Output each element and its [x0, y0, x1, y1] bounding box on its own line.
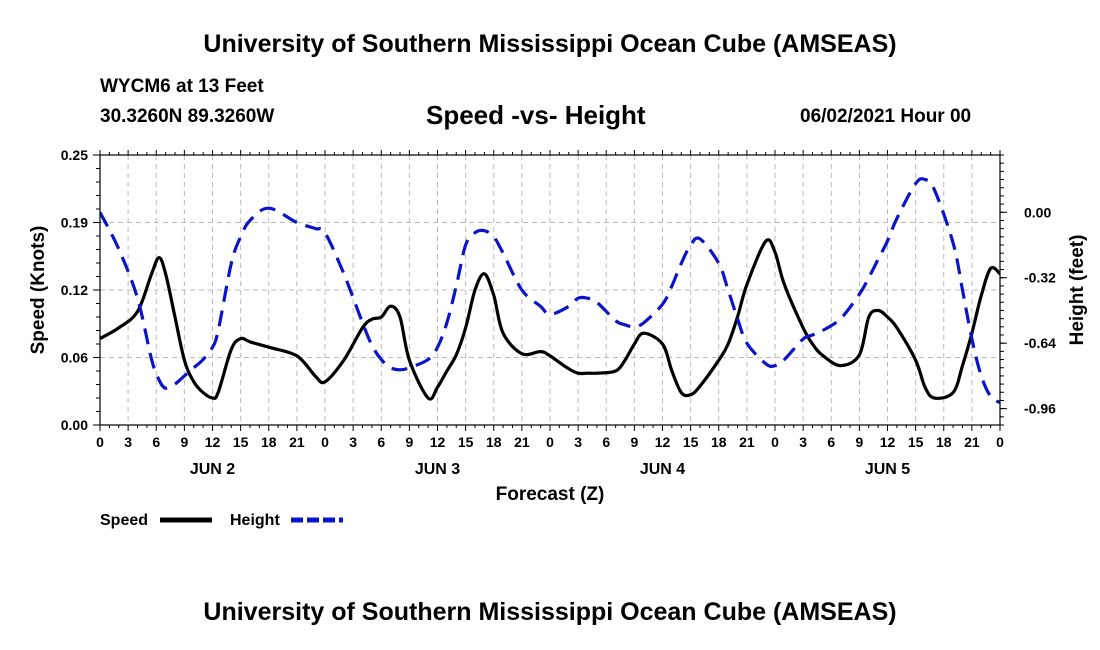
axis-labels: 0 3 6 9 12 15 18 21 0 3 6 9 12 15 18 21 0 3 6 9 12 15 18 21 0 3 6 9…: [61, 147, 1056, 478]
x-tick-label: 0: [996, 434, 1004, 450]
chart-footer-title: University of Southern Mississippi Ocean…: [203, 598, 897, 626]
x-tick-label: 6: [602, 434, 610, 450]
x-tick-label: 21: [514, 434, 530, 450]
day-label: JUN 2: [190, 461, 235, 478]
x-axis-label: Forecast (Z): [496, 484, 605, 505]
x-tick-label: 9: [855, 434, 863, 450]
x-tick-label: 0: [771, 434, 779, 450]
day-label: JUN 5: [865, 461, 910, 478]
x-tick-label: 15: [908, 434, 924, 450]
x-tick-label: 9: [405, 434, 413, 450]
x-tick-label: 0: [96, 434, 104, 450]
x-tick-label: 21: [964, 434, 980, 450]
x-tick-label: 6: [377, 434, 385, 450]
x-tick-label: 15: [683, 434, 699, 450]
y-right-tick-label: -0.64: [1024, 335, 1056, 351]
x-tick-label: 9: [180, 434, 188, 450]
x-tick-label: 12: [205, 434, 221, 450]
x-tick-label: 18: [486, 434, 502, 450]
chart-subtitle: Speed -vs- Height: [426, 100, 646, 130]
x-tick-label: 18: [261, 434, 277, 450]
x-tick-label: 18: [711, 434, 727, 450]
x-tick-label: 9: [630, 434, 638, 450]
y-left-tick-label: 0.19: [61, 215, 88, 231]
x-tick-label: 21: [289, 434, 305, 450]
x-tick-label: 12: [655, 434, 671, 450]
x-tick-label: 15: [233, 434, 249, 450]
forecast-datetime: 06/02/2021 Hour 00: [800, 106, 972, 127]
legend-label-height: Height: [230, 512, 280, 529]
legend: Speed Height: [100, 512, 343, 529]
y-left-tick-label: 0.25: [61, 147, 88, 163]
height-series-line: [100, 177, 1000, 404]
x-tick-label: 0: [546, 434, 554, 450]
legend-label-speed: Speed: [100, 512, 148, 529]
x-tick-label: 21: [739, 434, 755, 450]
y-left-tick-label: 0.06: [61, 350, 88, 366]
x-tick-label: 3: [124, 434, 132, 450]
y-right-tick-label: -0.32: [1024, 270, 1056, 286]
coordinates-label: 30.3260N 89.3260W: [100, 106, 275, 127]
x-tick-label: 12: [430, 434, 446, 450]
day-label: JUN 3: [415, 461, 460, 478]
x-tick-label: 12: [880, 434, 896, 450]
series-layer: [100, 177, 1000, 404]
y-axis-left-label: Speed (Knots): [28, 226, 49, 355]
y-axis-right-label: Height (feet): [1067, 235, 1088, 346]
x-tick-label: 3: [799, 434, 807, 450]
x-tick-label: 15: [458, 434, 474, 450]
x-tick-label: 18: [936, 434, 952, 450]
station-label: WYCM6 at 13 Feet: [100, 76, 264, 97]
y-right-tick-label: -0.96: [1024, 401, 1056, 417]
day-label: JUN 4: [640, 461, 685, 478]
chart-main-title: University of Southern Mississippi Ocean…: [203, 30, 897, 58]
x-tick-label: 6: [827, 434, 835, 450]
ticks: [93, 150, 1007, 431]
x-tick-label: 3: [574, 434, 582, 450]
y-left-tick-label: 0.12: [61, 282, 88, 298]
grid: [100, 155, 1000, 425]
x-tick-label: 3: [349, 434, 357, 450]
x-tick-label: 0: [321, 434, 329, 450]
y-left-tick-label: 0.00: [61, 417, 88, 433]
x-tick-label: 6: [152, 434, 160, 450]
y-right-tick-label: 0.00: [1024, 204, 1051, 220]
speed-series-line: [100, 238, 1000, 401]
